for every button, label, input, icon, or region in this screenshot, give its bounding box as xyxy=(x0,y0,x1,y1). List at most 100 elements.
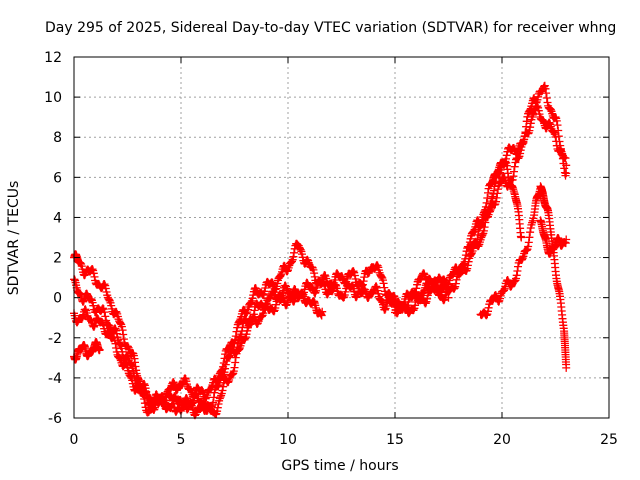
data-point xyxy=(235,316,244,325)
plot-frame xyxy=(73,56,610,419)
x-tick-label: 10 xyxy=(279,432,297,448)
data-point xyxy=(452,275,461,284)
data-point xyxy=(461,254,470,263)
data-point xyxy=(219,382,228,391)
data-point xyxy=(514,262,522,271)
data-point xyxy=(482,198,491,207)
data-point xyxy=(101,284,110,293)
data-point xyxy=(116,354,125,363)
data-point xyxy=(120,359,129,368)
data-point xyxy=(510,167,518,176)
data-point xyxy=(140,395,149,403)
data-point xyxy=(482,311,491,320)
data-point xyxy=(225,342,234,351)
data-point xyxy=(517,233,526,242)
data-point xyxy=(489,190,498,198)
data-point xyxy=(542,123,551,132)
data-point xyxy=(232,327,241,336)
data-point xyxy=(117,322,126,331)
data-point xyxy=(562,169,571,178)
data-point xyxy=(518,254,527,263)
data-point xyxy=(533,102,542,111)
data-point xyxy=(525,126,534,135)
data-point xyxy=(217,391,226,400)
data-point xyxy=(373,261,382,270)
data-point xyxy=(431,286,440,295)
y-tick-label: 6 xyxy=(53,170,62,186)
data-point xyxy=(191,410,200,419)
data-point xyxy=(561,154,570,163)
x-tick-label: 5 xyxy=(177,432,186,448)
data-point xyxy=(209,398,218,407)
data-point xyxy=(444,293,453,302)
data-point xyxy=(360,273,369,282)
data-point xyxy=(192,390,201,399)
data-point xyxy=(219,359,228,367)
data-point xyxy=(95,345,104,354)
data-point xyxy=(512,271,521,280)
data-point xyxy=(358,281,367,290)
data-point xyxy=(360,285,369,294)
data-point xyxy=(98,304,107,313)
data-point xyxy=(83,290,92,299)
data-point xyxy=(201,394,210,403)
data-point xyxy=(100,280,109,289)
data-point xyxy=(112,308,121,317)
data-point xyxy=(290,248,298,257)
data-point xyxy=(231,353,240,362)
data-point xyxy=(283,267,292,276)
axis-ticks: 0 5 10 15 20 25 -6 -4 -2 0 2 4 6 8 10 12 xyxy=(44,50,618,448)
y-tick-label: 10 xyxy=(44,90,62,106)
data-point xyxy=(89,269,98,278)
data-point xyxy=(213,403,222,412)
data-point xyxy=(440,295,449,304)
data-point xyxy=(473,230,482,239)
data-point xyxy=(204,401,213,410)
series-trace-3 xyxy=(70,81,571,419)
data-point xyxy=(167,393,176,402)
data-point xyxy=(310,269,319,278)
data-point xyxy=(409,306,418,314)
data-point xyxy=(101,312,110,321)
data-point xyxy=(247,298,256,307)
data-point xyxy=(504,276,512,285)
data-point xyxy=(112,344,121,352)
data-point xyxy=(514,153,523,162)
data-point xyxy=(459,259,468,268)
data-point xyxy=(197,398,206,407)
data-point xyxy=(134,382,143,391)
data-point xyxy=(423,294,432,303)
data-point xyxy=(242,330,251,339)
data-point xyxy=(140,379,149,388)
data-point xyxy=(551,133,560,141)
x-axis-title: GPS time / hours xyxy=(281,458,398,474)
data-point xyxy=(138,389,147,398)
data-point xyxy=(140,399,149,408)
data-point xyxy=(559,153,568,162)
data-point xyxy=(308,263,317,272)
data-point xyxy=(78,314,86,323)
data-point xyxy=(231,332,240,341)
data-point xyxy=(562,235,571,244)
data-point xyxy=(349,267,358,276)
data-point xyxy=(126,372,135,381)
data-point xyxy=(87,317,96,326)
data-point xyxy=(217,367,226,376)
data-point xyxy=(542,94,551,102)
y-axis-title: SDTVAR / TECUs xyxy=(6,181,22,296)
series-trace-8 xyxy=(536,216,571,258)
y-tick-label: -6 xyxy=(48,411,62,427)
data-point xyxy=(105,296,114,305)
data-point xyxy=(551,113,560,121)
data-point xyxy=(526,228,535,237)
data-point xyxy=(229,367,238,376)
data-point xyxy=(528,218,537,227)
data-point xyxy=(379,279,388,288)
x-tick-label: 25 xyxy=(600,432,618,448)
data-point xyxy=(241,334,250,343)
data-point xyxy=(253,319,262,328)
data-point xyxy=(341,287,350,296)
data-point xyxy=(262,300,271,309)
y-tick-label: 12 xyxy=(44,50,62,66)
